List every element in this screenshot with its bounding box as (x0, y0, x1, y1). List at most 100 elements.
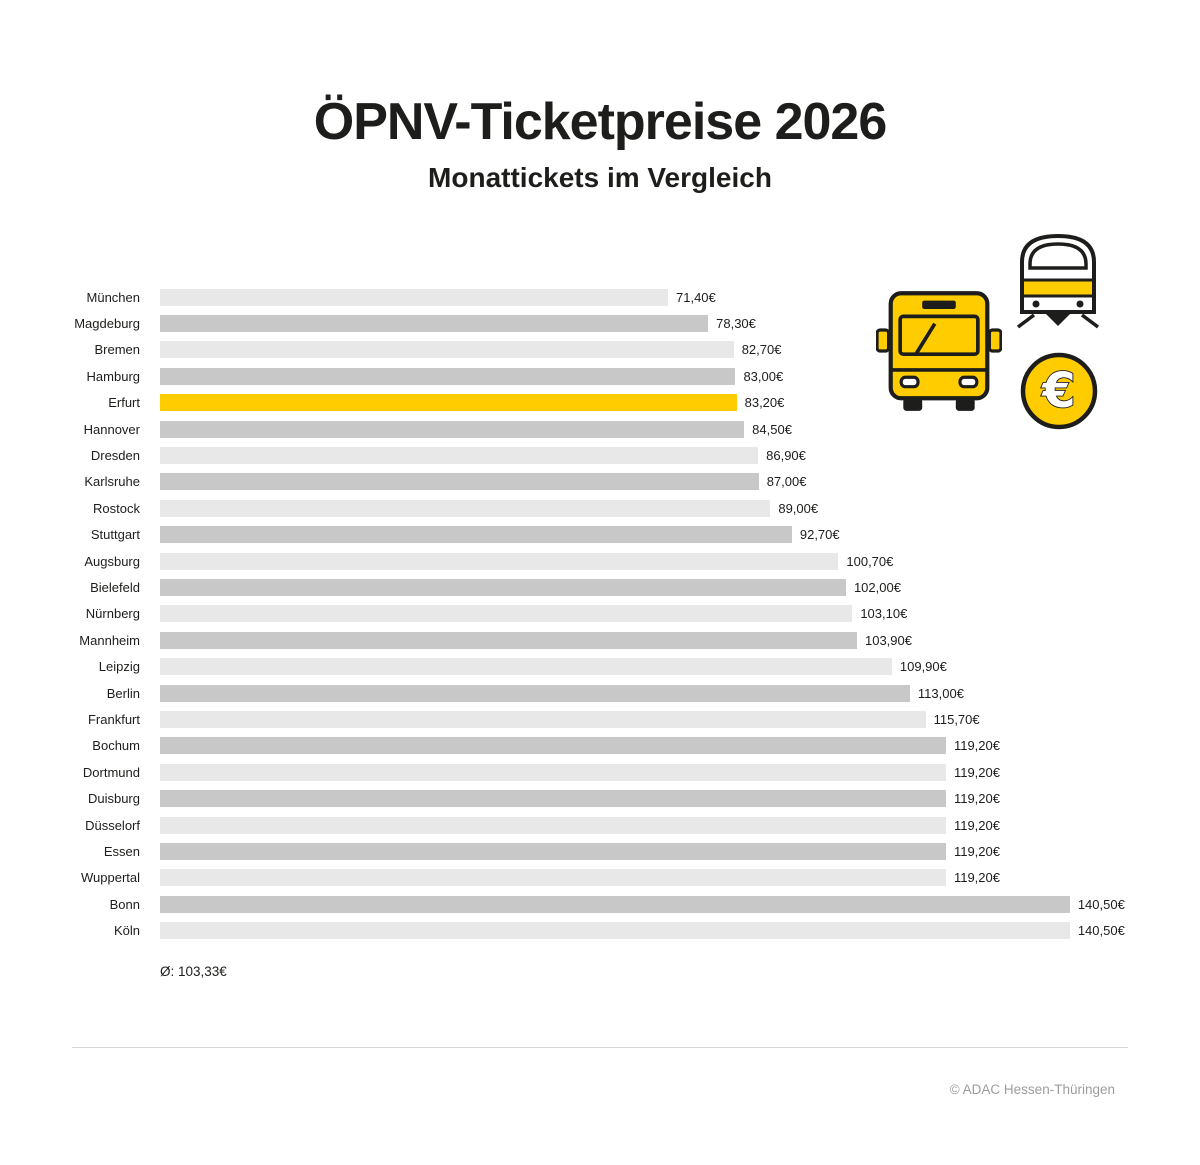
bar-row: Bochum 119,20€ (0, 733, 1140, 759)
bar (160, 526, 792, 544)
copyright-credit: © ADAC Hessen-Thüringen (949, 1082, 1115, 1097)
bar-chart-rows: München 71,40€ Magdeburg 78,30€ Bremen 82,70€… (0, 284, 1140, 944)
bar-track: 78,30€ (160, 315, 1070, 333)
bar-row: Leipzig 109,90€ (0, 653, 1140, 679)
bar-row: Erfurt 83,20€ (0, 390, 1140, 416)
value-label: 119,20€ (953, 764, 1000, 780)
bar-row: Düsselorf 119,20€ (0, 812, 1140, 838)
category-label: Bremen (94, 342, 140, 358)
category-label: Karlsruhe (84, 474, 140, 490)
category-label: Frankfurt (87, 711, 140, 727)
value-label: 119,20€ (953, 843, 1000, 859)
bar (160, 631, 857, 649)
bar-track: 119,20€ (160, 763, 1070, 781)
value-label: 115,70€ (933, 711, 980, 727)
bar-row: Rostock 89,00€ (0, 495, 1140, 521)
category-label: Duisburg (87, 791, 140, 807)
bar (160, 315, 709, 333)
bar (160, 790, 946, 808)
category-label: Augsburg (84, 553, 140, 569)
value-label: 109,90€ (899, 659, 947, 675)
footer-divider (72, 1047, 1128, 1048)
value-label: 86,90€ (766, 448, 806, 464)
bar (160, 737, 946, 755)
category-label: Bielefeld (90, 579, 140, 595)
bar (160, 922, 1070, 940)
bar-row: Dresden 86,90€ (0, 442, 1140, 468)
page-title: ÖPNV-Ticketpreise 2026 (313, 93, 888, 151)
bar-track: 119,20€ (160, 737, 1070, 755)
value-label: 103,10€ (860, 606, 908, 622)
category-label: Magdeburg (74, 316, 140, 332)
bar-track: 140,50€ (160, 895, 1125, 913)
bar-row: Hannover 84,50€ (0, 416, 1140, 442)
category-label: Hannover (83, 421, 140, 437)
value-label: 82,70€ (741, 342, 782, 358)
category-label: Düsselorf (85, 817, 140, 833)
value-label: 119,20€ (953, 738, 1000, 754)
category-label: Köln (113, 923, 140, 939)
bar-track: 103,90€ (160, 631, 1070, 649)
bar-row: Duisburg 119,20€ (0, 785, 1140, 811)
bar-track: 113,00€ (160, 684, 1070, 702)
bar (160, 499, 771, 517)
bar-track: 119,20€ (160, 842, 1070, 860)
bar-track: 83,00€ (160, 367, 1070, 385)
bar-track: 87,00€ (160, 473, 1070, 491)
bar-track: 103,10€ (160, 605, 1070, 623)
bar-row: Magdeburg 78,30€ (0, 310, 1140, 336)
bar (160, 816, 946, 834)
page-subtitle: Monattickets im Vergleich (428, 162, 772, 193)
bar-row: Bonn 140,50€ (0, 891, 1140, 917)
bar-row: Essen 119,20€ (0, 838, 1140, 864)
bar (160, 578, 846, 596)
bar-track: 71,40€ (160, 288, 1070, 306)
category-label: Erfurt (108, 395, 140, 411)
bar (160, 658, 892, 676)
value-label: 113,00€ (917, 685, 964, 701)
svg-text:€: € (1041, 363, 1075, 419)
bar-track: 119,20€ (160, 869, 1070, 887)
bar-track: 119,20€ (160, 816, 1070, 834)
value-label: 119,20€ (953, 870, 1000, 886)
bar (160, 684, 910, 702)
value-label: 83,00€ (743, 368, 784, 384)
category-label: Essen (103, 843, 140, 859)
bar (160, 447, 759, 465)
bar (160, 895, 1070, 913)
bar (160, 288, 668, 306)
bar (160, 842, 946, 860)
value-label: 140,50€ (1077, 923, 1125, 939)
bar-row: Bremen 82,70€ (0, 337, 1140, 363)
bar-row: Berlin 113,00€ (0, 680, 1140, 706)
bar-track: 92,70€ (160, 526, 1070, 544)
bar-track: 89,00€ (160, 499, 1070, 517)
bar-row: Köln 140,50€ (0, 917, 1140, 943)
bar-row: München 71,40€ (0, 284, 1140, 310)
bar-track: 102,00€ (160, 578, 1070, 596)
bar-row: Nürnberg 103,10€ (0, 601, 1140, 627)
category-label: Berlin (106, 685, 140, 701)
bar-row: Augsburg 100,70€ (0, 548, 1140, 574)
category-label: Hamburg (86, 368, 140, 384)
category-label: Bonn (109, 896, 140, 912)
category-label: Wuppertal (80, 870, 140, 886)
average-label: Ø: 103,33€ (160, 963, 227, 979)
bar (160, 605, 853, 623)
bus-icon (876, 291, 1002, 411)
bar-track: 84,50€ (160, 420, 1070, 438)
bar (160, 394, 737, 412)
value-label: 84,50€ (752, 421, 792, 437)
bar-track: 86,90€ (160, 447, 1070, 465)
bar-track: 83,20€ (160, 394, 1070, 412)
value-label: 119,20€ (953, 817, 1000, 833)
bar-track: 119,20€ (160, 790, 1070, 808)
value-label: 100,70€ (846, 553, 894, 569)
bar (160, 473, 759, 491)
bar-row: Frankfurt 115,70€ (0, 706, 1140, 732)
category-label: Leipzig (98, 659, 140, 675)
bar-row: Wuppertal 119,20€ (0, 865, 1140, 891)
value-label: 119,20€ (953, 791, 1000, 807)
category-label: Stuttgart (90, 527, 140, 543)
